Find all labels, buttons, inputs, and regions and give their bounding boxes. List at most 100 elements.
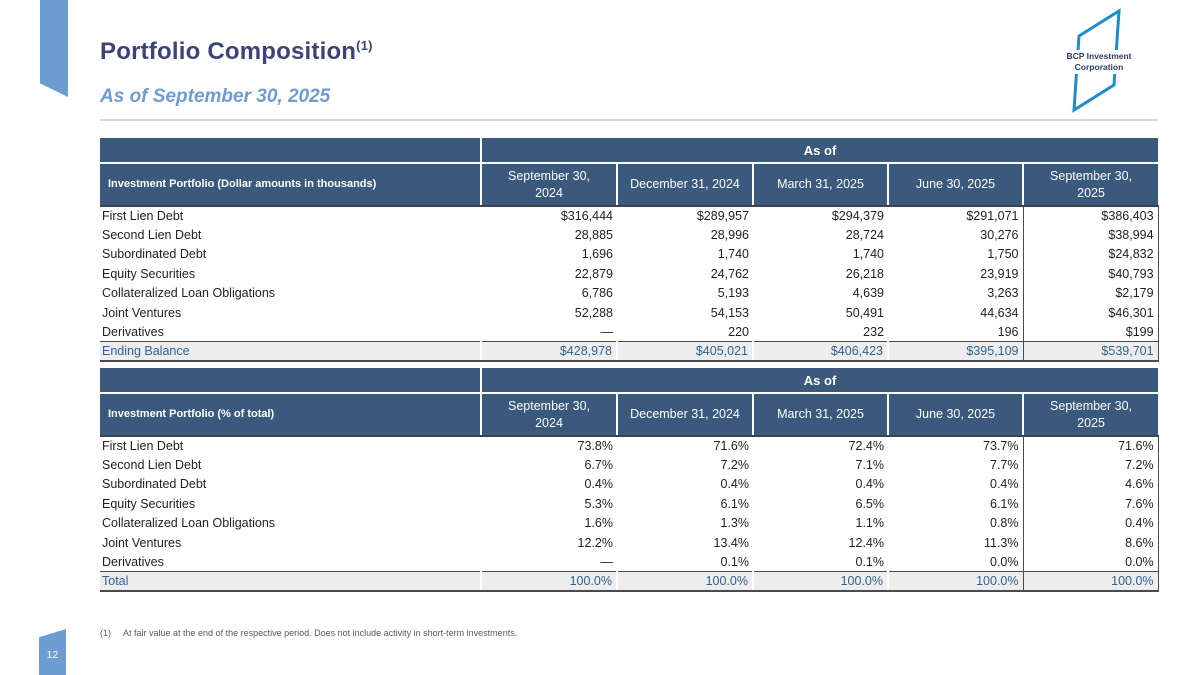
table-row: Equity Securities 5.3% 6.1% 6.5% 6.1% 7.6%: [100, 494, 1159, 514]
table-row: First Lien Debt 73.8% 71.6% 72.4% 73.7% 71.6%: [100, 436, 1159, 456]
column-header: September 30, 2025: [1021, 393, 1159, 437]
cell-value: 73.7%: [983, 439, 1019, 454]
cell-value: 28,885: [574, 228, 613, 243]
cell-value: $24,832: [1022, 244, 1159, 265]
cell-value: 1.6%: [584, 516, 614, 531]
table-corner-label: Investment Portfolio (% of total): [100, 393, 481, 437]
table-corner-label: Investment Portfolio (Dollar amounts in …: [100, 163, 481, 207]
corner-spacer: [100, 138, 481, 164]
cell-value: 0.0%: [990, 554, 1019, 569]
cell-value: 26,218: [845, 266, 884, 281]
cell-value: $40,793: [1022, 264, 1159, 284]
page-title-text: Portfolio Composition: [100, 38, 357, 65]
column-header: March 31, 2025: [752, 163, 888, 207]
cell-value: 54,153: [710, 305, 749, 320]
cell-value: 73.8%: [577, 439, 613, 454]
total-row-label: Ending Balance: [100, 341, 481, 362]
table-row: Subordinated Debt 1,696 1,740 1,740 1,750 $24…: [100, 244, 1159, 265]
company-logo-text: BCP Investment Corporation: [1058, 50, 1140, 75]
cell-value: 8.6%: [1022, 532, 1159, 553]
table-row: Joint Ventures 52,288 54,153 50,491 44,634 $4…: [100, 302, 1159, 323]
percent-of-total-table: As of Investment Portfolio (% of total) …: [100, 368, 1159, 592]
total-cell-value: 100.0%: [480, 571, 617, 592]
cell-value: 6.1%: [720, 496, 750, 511]
as-of-header-row: As of: [100, 368, 1159, 394]
logo-parallelogram-icon: [1072, 8, 1121, 113]
total-cell-value: $405,021: [616, 341, 753, 362]
table-row: Second Lien Debt 28,885 28,996 28,724 30,276…: [100, 225, 1159, 245]
cell-value: 13.4%: [713, 535, 749, 550]
corner-spacer: [100, 368, 481, 394]
row-label: Joint Ventures: [102, 535, 182, 550]
total-cell-value: 100.0%: [1022, 571, 1159, 592]
cell-value: 0.4%: [720, 477, 750, 492]
cell-value: 7.6%: [1022, 494, 1159, 514]
cell-value: 4.6%: [1022, 474, 1159, 495]
row-label: First Lien Debt: [102, 439, 184, 454]
cell-value: $386,403: [1022, 206, 1159, 226]
table-row: Collateralized Loan Obligations 6,786 5,19…: [100, 283, 1159, 303]
column-header: December 31, 2024: [616, 163, 753, 207]
cell-value: 0.8%: [990, 516, 1019, 531]
cell-value: $38,994: [1022, 225, 1159, 245]
cell-value: $199: [1022, 322, 1159, 342]
cell-value: 5,193: [717, 286, 749, 301]
column-header: September 30, 2024: [480, 163, 617, 207]
cell-value: 28,996: [710, 228, 749, 243]
column-header: March 31, 2025: [752, 393, 888, 437]
as-of-header-row: As of: [100, 138, 1159, 164]
cell-value: 11.3%: [983, 535, 1019, 550]
table-row: Derivatives — 220 232 196 $199: [100, 322, 1159, 342]
row-label: Second Lien Debt: [102, 458, 202, 473]
table-row: Equity Securities 22,879 24,762 26,218 23,91…: [100, 264, 1159, 284]
page-number: 12: [46, 649, 59, 661]
cell-value: 0.4%: [855, 477, 885, 492]
cell-value: 12.2%: [577, 535, 613, 550]
row-label: Subordinated Debt: [102, 247, 207, 262]
footnote: (1) At fair value at the end of the respe…: [100, 628, 517, 638]
cell-value: 0.4%: [1022, 513, 1159, 533]
cell-value: $289,957: [696, 209, 749, 224]
dollar-amounts-table: As of Investment Portfolio (Dollar amoun…: [100, 138, 1159, 362]
cell-value: 1,696: [581, 247, 613, 262]
cell-value: —: [600, 554, 614, 569]
as-of-label: As of: [479, 368, 1159, 394]
page-number-badge: 12: [39, 629, 66, 675]
cell-value: 6.7%: [584, 458, 614, 473]
cell-value: 0.4%: [584, 477, 614, 492]
total-cell-value: 100.0%: [887, 571, 1023, 592]
row-label: Derivatives: [102, 554, 164, 569]
total-row: Total 100.0% 100.0% 100.0% 100.0% 100.0%: [100, 571, 1159, 592]
cell-value: 22,879: [574, 266, 613, 281]
row-label: Collateralized Loan Obligations: [102, 286, 276, 301]
page-subtitle: As of September 30, 2025: [100, 86, 331, 107]
cell-value: 28,724: [845, 228, 884, 243]
row-label: Joint Ventures: [102, 305, 182, 320]
cell-value: 72.4%: [848, 439, 884, 454]
cell-value: 24,762: [710, 266, 749, 281]
cell-value: 30,276: [980, 228, 1019, 243]
cell-value: 0.0%: [1022, 552, 1159, 572]
top-accent-ribbon: [40, 0, 68, 97]
cell-value: 0.1%: [855, 554, 885, 569]
total-cell-value: $395,109: [887, 341, 1023, 362]
cell-value: 44,634: [980, 305, 1019, 320]
cell-value: $294,379: [831, 209, 884, 224]
row-label: First Lien Debt: [102, 209, 184, 224]
total-cell-value: $406,423: [752, 341, 888, 362]
column-header: June 30, 2025: [887, 163, 1023, 207]
cell-value: 1.3%: [720, 516, 750, 531]
cell-value: 52,288: [574, 305, 613, 320]
row-label: Derivatives: [102, 324, 164, 339]
footnote-marker: (1): [100, 628, 111, 638]
cell-value: 7.2%: [720, 458, 750, 473]
table-row: First Lien Debt $316,444 $289,957 $294,379 $…: [100, 206, 1159, 226]
row-label: Second Lien Debt: [102, 228, 202, 243]
cell-value: 196: [997, 324, 1019, 339]
cell-value: 1,750: [987, 247, 1019, 262]
column-header-row: Investment Portfolio (Dollar amounts in …: [100, 163, 1159, 207]
cell-value: —: [600, 324, 614, 339]
cell-value: $316,444: [560, 209, 613, 224]
cell-value: 5.3%: [584, 496, 614, 511]
